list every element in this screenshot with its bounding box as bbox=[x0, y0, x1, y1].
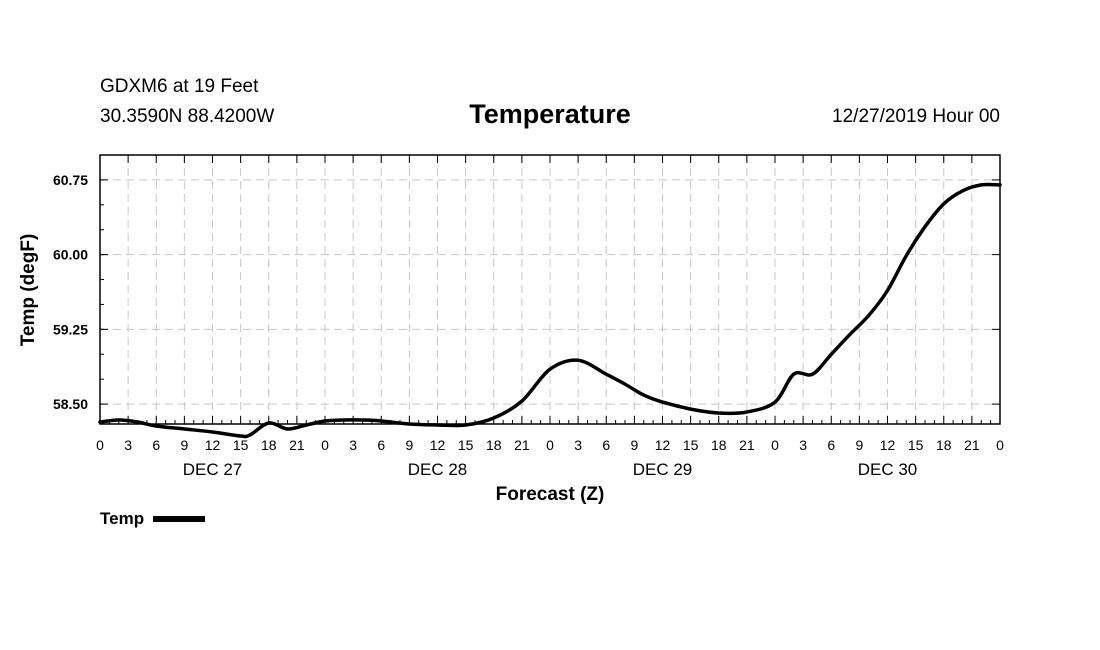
x-tick-label: 6 bbox=[377, 437, 385, 453]
x-tick-label: 6 bbox=[152, 437, 160, 453]
temp-series-line bbox=[98, 182, 1002, 439]
x-tick-label: 0 bbox=[546, 437, 554, 453]
x-tick-label: 12 bbox=[205, 437, 221, 453]
x-tick-label: 15 bbox=[908, 437, 924, 453]
x-tick-label: 6 bbox=[827, 437, 835, 453]
x-tick-label: 0 bbox=[321, 437, 329, 453]
x-tick-label: 21 bbox=[739, 437, 755, 453]
legend-label: Temp bbox=[100, 509, 145, 528]
day-label: DEC 28 bbox=[408, 460, 468, 479]
x-tick-label: 18 bbox=[936, 437, 952, 453]
x-tick-label: 21 bbox=[514, 437, 530, 453]
x-tick-label: 12 bbox=[430, 437, 446, 453]
x-axis-label: Forecast (Z) bbox=[496, 484, 605, 505]
y-tick-label: 60.00 bbox=[53, 247, 88, 263]
day-label: DEC 29 bbox=[633, 460, 693, 479]
x-tick-label: 3 bbox=[574, 437, 582, 453]
x-tick-label: 0 bbox=[771, 437, 779, 453]
x-tick-label: 18 bbox=[486, 437, 502, 453]
day-label: DEC 30 bbox=[858, 460, 918, 479]
y-tick-label: 59.25 bbox=[53, 321, 88, 337]
x-tick-label: 9 bbox=[855, 437, 863, 453]
x-tick-label: 9 bbox=[405, 437, 413, 453]
x-tick-label: 15 bbox=[233, 437, 249, 453]
coordinates-label: 30.3590N 88.4200W bbox=[100, 106, 275, 127]
y-tick-label: 58.50 bbox=[53, 396, 88, 412]
x-tick-label: 6 bbox=[602, 437, 610, 453]
x-tick-label: 15 bbox=[683, 437, 699, 453]
plot-frame bbox=[99, 154, 1001, 425]
x-tick-label: 3 bbox=[124, 437, 132, 453]
x-tick-label: 0 bbox=[996, 437, 1004, 453]
x-tick-label: 18 bbox=[261, 437, 277, 453]
x-tick-label: 18 bbox=[711, 437, 727, 453]
grid-layer bbox=[100, 155, 1000, 424]
day-label: DEC 27 bbox=[183, 460, 243, 479]
x-tick-label: 12 bbox=[880, 437, 896, 453]
x-tick-label: 15 bbox=[458, 437, 474, 453]
legend: Temp bbox=[100, 509, 206, 529]
x-tick-label: 9 bbox=[180, 437, 188, 453]
x-tick-label: 3 bbox=[799, 437, 807, 453]
y-tick-label: 60.75 bbox=[53, 172, 88, 188]
forecast-datetime: 12/27/2019 Hour 00 bbox=[832, 106, 1000, 127]
chart-title: Temperature bbox=[469, 99, 631, 129]
y-axis-label: Temp (degF) bbox=[18, 234, 39, 347]
x-tick-label: 9 bbox=[630, 437, 638, 453]
station-label: GDXM6 at 19 Feet bbox=[100, 76, 259, 97]
x-tick-label: 12 bbox=[655, 437, 671, 453]
legend-swatch-icon bbox=[153, 516, 206, 522]
label-layer: 0 3 6 9 12 15 18 21 0 3 6 9 12 15 18 21 0 3 6 9 12 15 18 21 0 3 6 9… bbox=[53, 172, 1004, 479]
x-tick-label: 21 bbox=[964, 437, 980, 453]
x-tick-label: 0 bbox=[96, 437, 104, 453]
x-tick-label: 3 bbox=[349, 437, 357, 453]
x-tick-label: 21 bbox=[289, 437, 305, 453]
